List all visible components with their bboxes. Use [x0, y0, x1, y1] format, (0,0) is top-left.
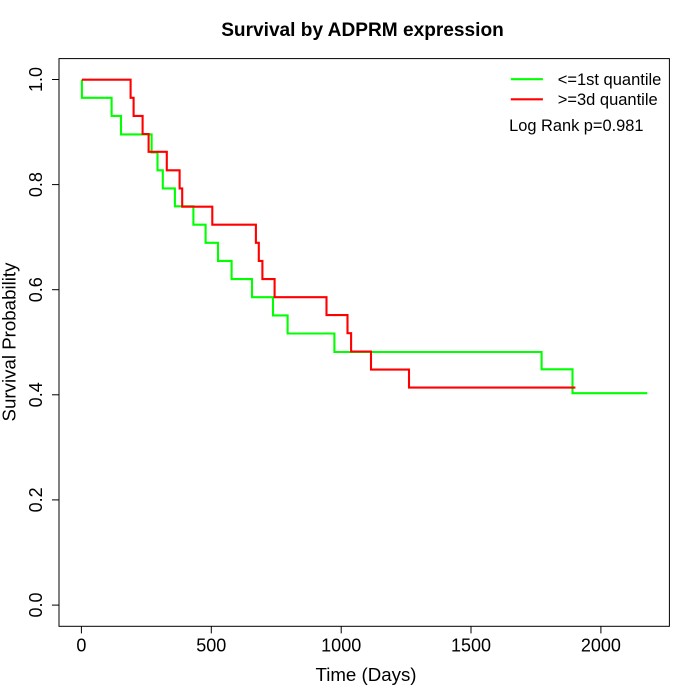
- svg-text:1500: 1500: [451, 636, 491, 656]
- svg-text:Survival by ADPRM expression: Survival by ADPRM expression: [221, 20, 504, 41]
- svg-text:>=3d quantile: >=3d quantile: [558, 91, 658, 109]
- svg-text:0.4: 0.4: [26, 382, 46, 407]
- svg-text:<=1st quantile: <=1st quantile: [558, 71, 662, 89]
- svg-text:1000: 1000: [321, 636, 361, 656]
- svg-text:500: 500: [196, 636, 226, 656]
- svg-text:0.6: 0.6: [26, 277, 46, 302]
- svg-text:0.8: 0.8: [26, 172, 46, 197]
- svg-text:0.2: 0.2: [26, 487, 46, 512]
- svg-text:0: 0: [76, 636, 86, 656]
- svg-text:Survival Probability: Survival Probability: [0, 262, 20, 422]
- svg-text:Log Rank p=0.981: Log Rank p=0.981: [509, 117, 643, 135]
- svg-text:2000: 2000: [581, 636, 621, 656]
- svg-text:0.0: 0.0: [26, 592, 46, 617]
- svg-text:1.0: 1.0: [26, 67, 46, 92]
- svg-text:Time (Days): Time (Days): [315, 664, 416, 685]
